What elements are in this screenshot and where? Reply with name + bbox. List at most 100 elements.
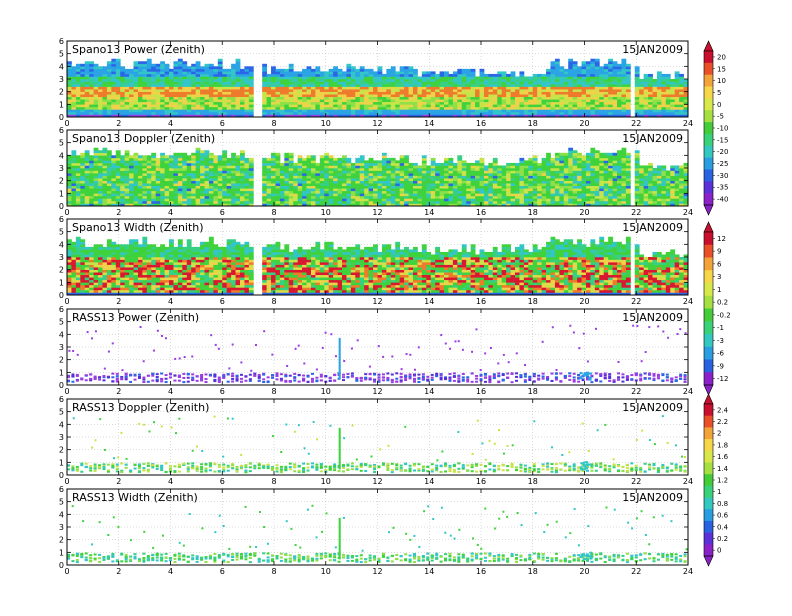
data-cell xyxy=(466,89,471,92)
data-cell xyxy=(493,183,498,186)
data-cell xyxy=(227,198,232,201)
data-cell xyxy=(382,186,387,189)
data-cell xyxy=(116,107,121,110)
data-cell xyxy=(169,79,174,82)
data-cell xyxy=(568,61,573,64)
data-cell xyxy=(431,171,436,174)
data-cell xyxy=(120,176,125,179)
data-cell xyxy=(289,102,294,105)
data-cell xyxy=(200,186,205,189)
data-cell xyxy=(71,201,76,204)
data-cell xyxy=(200,99,205,102)
data-cell xyxy=(85,92,90,95)
data-cell xyxy=(444,84,449,87)
data-cell xyxy=(107,102,112,105)
data-cell xyxy=(89,61,94,64)
data-cell xyxy=(484,168,489,171)
data-cell xyxy=(218,82,223,85)
data-cell xyxy=(275,153,280,156)
data-cell xyxy=(280,74,285,77)
data-cell xyxy=(98,193,103,196)
data-cell xyxy=(147,168,152,171)
data-cell xyxy=(550,198,555,201)
data-cell xyxy=(151,82,156,85)
data-cell xyxy=(178,160,183,163)
data-cell xyxy=(613,66,618,69)
data-cell xyxy=(626,69,631,72)
data-cell xyxy=(222,196,227,199)
data-cell xyxy=(302,176,307,179)
data-cell xyxy=(533,176,538,179)
data-cell xyxy=(635,74,640,77)
data-cell xyxy=(639,79,644,82)
data-cell xyxy=(307,158,312,161)
data-cell xyxy=(369,97,374,100)
data-cell xyxy=(275,181,280,184)
data-cell xyxy=(369,79,374,82)
data-cell xyxy=(320,173,325,176)
data-cell xyxy=(471,82,476,85)
data-cell xyxy=(364,176,369,179)
data-cell xyxy=(537,112,542,115)
data-cell xyxy=(271,97,276,100)
data-cell xyxy=(355,198,360,201)
data-cell xyxy=(550,158,555,161)
data-cell xyxy=(564,160,569,163)
data-cell xyxy=(129,102,134,105)
data-cell xyxy=(533,198,538,201)
data-cell xyxy=(267,198,272,201)
data-cell xyxy=(222,82,227,85)
data-cell xyxy=(546,76,551,79)
data-cell xyxy=(511,89,516,92)
data-cell xyxy=(205,87,210,90)
data-cell xyxy=(293,82,298,85)
data-cell xyxy=(178,196,183,199)
data-cell xyxy=(457,171,462,174)
data-cell xyxy=(559,181,564,184)
data-cell xyxy=(134,61,139,64)
data-cell xyxy=(599,92,604,95)
data-cell xyxy=(240,158,245,161)
data-cell xyxy=(89,155,94,158)
data-cell xyxy=(298,181,303,184)
data-cell xyxy=(386,69,391,72)
data-cell xyxy=(426,168,431,171)
data-cell xyxy=(231,89,236,92)
data-cell xyxy=(559,69,564,72)
data-cell xyxy=(134,163,139,166)
data-cell xyxy=(364,92,369,95)
data-cell xyxy=(586,82,591,85)
data-cell xyxy=(555,198,560,201)
data-cell xyxy=(382,183,387,186)
data-cell xyxy=(311,69,316,72)
data-cell xyxy=(404,201,409,204)
data-cell xyxy=(364,89,369,92)
data-cell xyxy=(378,160,383,163)
data-cell xyxy=(320,99,325,102)
data-cell xyxy=(187,79,192,82)
data-cell xyxy=(488,94,493,97)
data-cell xyxy=(271,69,276,72)
data-cell xyxy=(138,76,143,79)
data-cell xyxy=(480,97,485,100)
data-cell xyxy=(111,183,116,186)
data-cell xyxy=(488,196,493,199)
data-cell xyxy=(444,196,449,199)
data-cell xyxy=(519,168,524,171)
data-cell xyxy=(542,82,547,85)
data-cell xyxy=(200,163,205,166)
data-cell xyxy=(493,97,498,100)
data-cell xyxy=(142,74,147,77)
data-cell xyxy=(227,74,232,77)
data-cell xyxy=(506,112,511,115)
data-cell xyxy=(342,196,347,199)
data-cell xyxy=(173,89,178,92)
data-cell xyxy=(338,71,343,74)
data-cell xyxy=(271,173,276,176)
data-cell xyxy=(76,163,81,166)
data-cell xyxy=(107,186,112,189)
data-cell xyxy=(191,193,196,196)
data-cell xyxy=(448,76,453,79)
data-cell xyxy=(320,183,325,186)
data-cell xyxy=(373,94,378,97)
